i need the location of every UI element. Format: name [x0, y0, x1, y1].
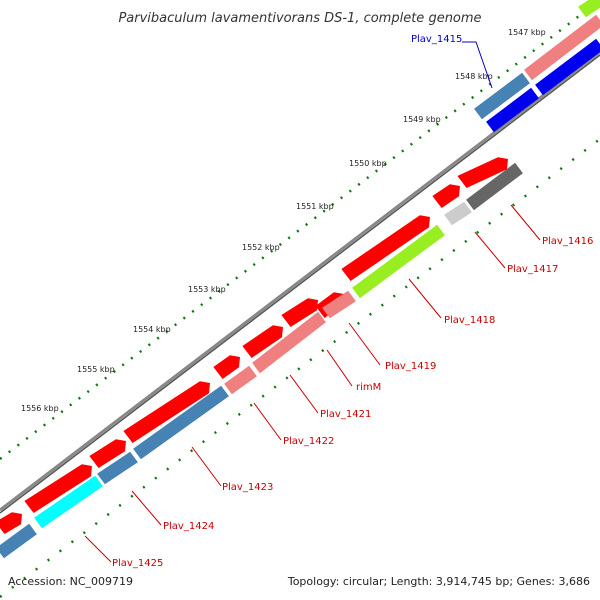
- cog-block-plav-1422[interactable]: [133, 385, 229, 460]
- backbone: [0, 50, 600, 514]
- cog-block-plav-1418[interactable]: [352, 224, 445, 299]
- cog-block-plav-1425[interactable]: [0, 523, 37, 559]
- cds-block-plav-1418[interactable]: [341, 215, 430, 281]
- gene-labels: Plav_1415 Plav_1416 Plav_1417 Plav_1418 …: [112, 34, 593, 569]
- cog-block-plav-1424[interactable]: [34, 475, 103, 529]
- cog-block-plav-1423[interactable]: [97, 451, 138, 485]
- tick-label: 1554 kbp: [133, 325, 171, 334]
- gene-label-plav-1425[interactable]: Plav_1425: [112, 558, 163, 569]
- cog-track: [0, 0, 600, 559]
- accession-text: Accession: NC_009719: [8, 575, 133, 588]
- map-title: Parvibaculum lavamentivorans DS-1, compl…: [118, 11, 481, 26]
- cds-block-plav-1419[interactable]: [281, 298, 318, 327]
- tick-label: 1556 kbp: [21, 404, 59, 413]
- cds-block-plav-1424[interactable]: [89, 439, 126, 468]
- gene-label-plav-1418[interactable]: Plav_1418: [444, 315, 495, 326]
- cds-block-plav-1423[interactable]: [123, 381, 210, 443]
- cds-block-plav-1417[interactable]: [432, 184, 460, 208]
- gene-label-lines: [84, 41, 541, 563]
- backbone-inner-line: [0, 54, 600, 514]
- cds-track: [0, 157, 508, 534]
- cog-block-plav-1415-b[interactable]: [524, 14, 600, 81]
- cog-block-plav-1416[interactable]: [466, 162, 523, 211]
- cog-block-rimm[interactable]: [252, 311, 326, 374]
- gene-label-plav-1419[interactable]: Plav_1419: [385, 361, 436, 372]
- tick-label: 1548 kbp: [455, 72, 493, 81]
- tick-label: 1550 kbp: [349, 159, 387, 168]
- tick-label: 1555 kbp: [77, 365, 115, 374]
- cds-block-plav-1425[interactable]: [24, 464, 92, 513]
- cog-block-plav-1415-a[interactable]: [474, 72, 530, 120]
- tick-label: 1549 kbp: [403, 115, 441, 124]
- summary-text: Topology: circular; Length: 3,914,745 bp…: [287, 575, 590, 588]
- tick-label: 1552 kbp: [242, 243, 280, 252]
- gene-label-plav-1421[interactable]: Plav_1421: [320, 409, 371, 420]
- cog-block-plav-1417[interactable]: [444, 201, 472, 226]
- gene-label-plav-1417[interactable]: Plav_1417: [507, 264, 558, 275]
- gene-label-plav-1424[interactable]: Plav_1424: [163, 521, 214, 532]
- tick-label: 1547 kbp: [508, 28, 546, 37]
- gene-label-plav-1422[interactable]: Plav_1422: [283, 436, 334, 447]
- cds-block-plav-1416[interactable]: [457, 157, 508, 188]
- tick-label: 1553 kbp: [188, 285, 226, 294]
- cog-block-plav-1415-d[interactable]: [535, 38, 600, 96]
- cog-block-plav-1415-c[interactable]: [486, 87, 539, 133]
- cds-block-edge[interactable]: [0, 512, 22, 534]
- cds-block-plav-1422[interactable]: [213, 355, 240, 379]
- gene-label-plav-1423[interactable]: Plav_1423: [222, 482, 273, 493]
- cog-block-plav-1415-e[interactable]: [578, 0, 600, 18]
- cds-block-plav-1421[interactable]: [242, 325, 283, 358]
- gene-label-plav-1416[interactable]: Plav_1416: [542, 236, 593, 247]
- gene-label-plav-1415[interactable]: Plav_1415: [411, 34, 462, 45]
- cog-block-plav-1421[interactable]: [224, 365, 257, 395]
- backbone-outer-line: [0, 50, 600, 512]
- tick-label: 1551 kbp: [296, 202, 334, 211]
- cog-block-plav-1419[interactable]: [322, 290, 356, 319]
- tick-labels: 1547 kbp 1548 kbp 1549 kbp 1550 kbp 1551…: [21, 28, 546, 413]
- gene-label-rimm[interactable]: rimM: [356, 382, 381, 393]
- tick-marks-outer: [0, 0, 600, 460]
